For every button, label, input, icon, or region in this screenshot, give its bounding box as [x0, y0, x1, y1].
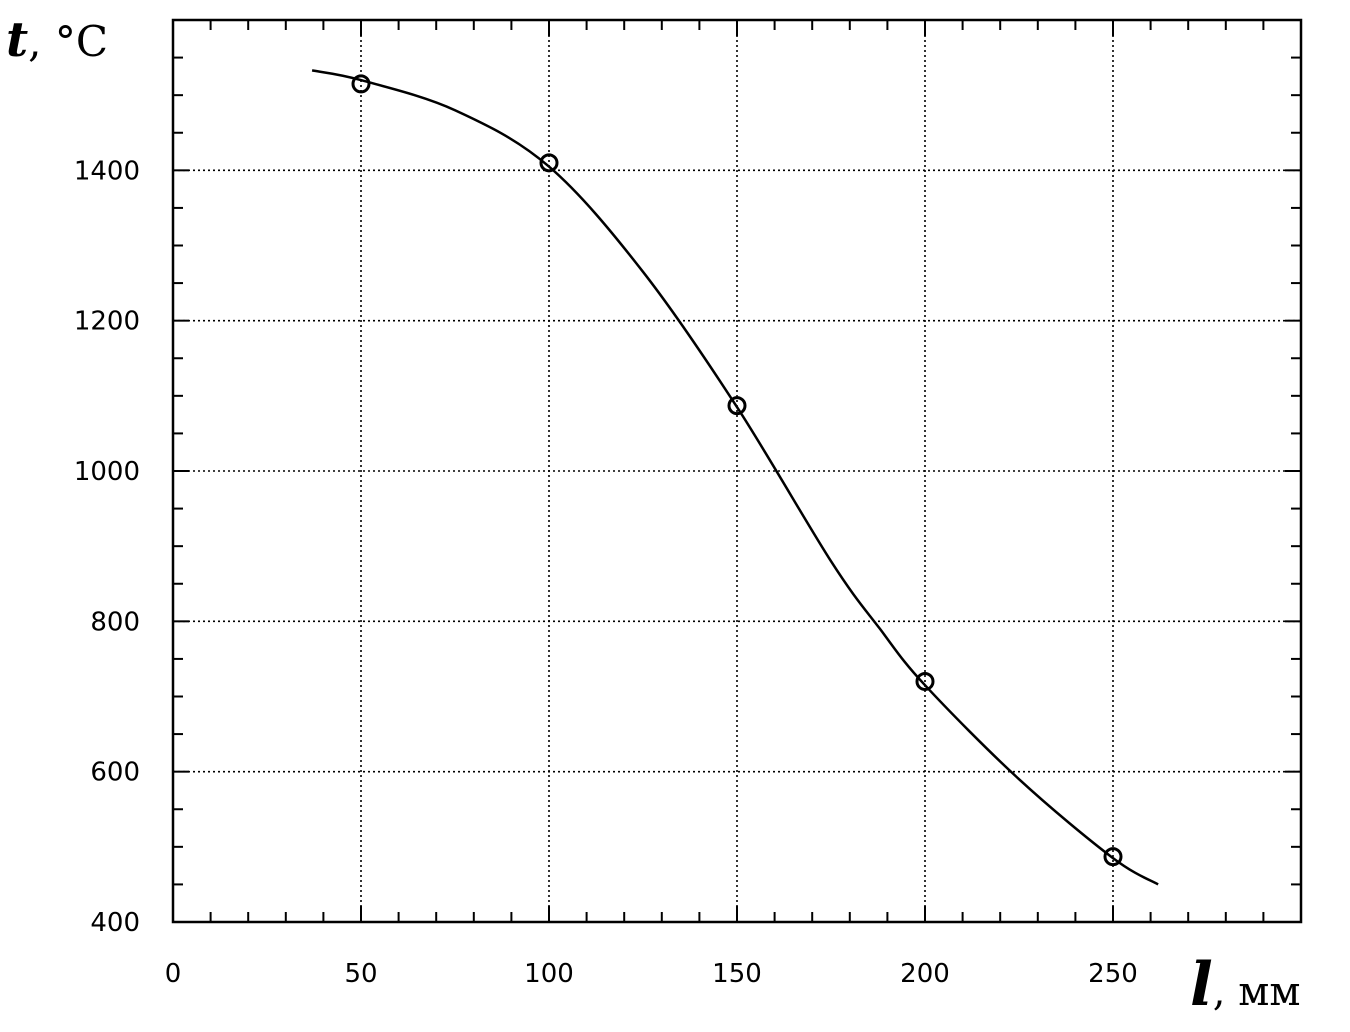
x-axis-label: l, мм	[1190, 950, 1300, 1020]
y-tick-label: 1200	[74, 307, 140, 337]
data-point	[727, 396, 747, 416]
labels-layer: 0 50 100 150 200 250 400 600 800 1000 1200 1400	[74, 156, 1138, 989]
y-axis-symbol: t	[6, 12, 28, 68]
points-layer	[351, 74, 1123, 867]
data-point	[351, 74, 371, 94]
data-point	[539, 153, 559, 173]
x-tick-label: 50	[344, 959, 377, 989]
x-tick-label: 100	[524, 959, 574, 989]
data-point	[915, 671, 935, 691]
data-point	[1103, 847, 1123, 867]
y-tick-label: 400	[90, 908, 140, 938]
y-axis-unit: , °C	[28, 17, 108, 66]
plot-frame	[171, 18, 1303, 924]
x-axis-unit: , мм	[1213, 969, 1301, 1015]
y-axis-label: t, °C	[6, 12, 108, 68]
grid-layer	[173, 20, 1301, 922]
y-tick-label: 1000	[74, 457, 140, 487]
series-curve	[311, 69, 1159, 886]
y-tick-label: 1400	[74, 156, 140, 186]
x-axis-symbol: l	[1190, 950, 1213, 1020]
y-tick-label: 600	[90, 758, 140, 788]
x-tick-label: 200	[900, 959, 950, 989]
x-tick-label: 0	[165, 959, 182, 989]
ticks-layer	[173, 20, 1301, 922]
x-tick-label: 150	[712, 959, 762, 989]
y-tick-label: 800	[90, 607, 140, 637]
x-tick-label: 250	[1088, 959, 1138, 989]
